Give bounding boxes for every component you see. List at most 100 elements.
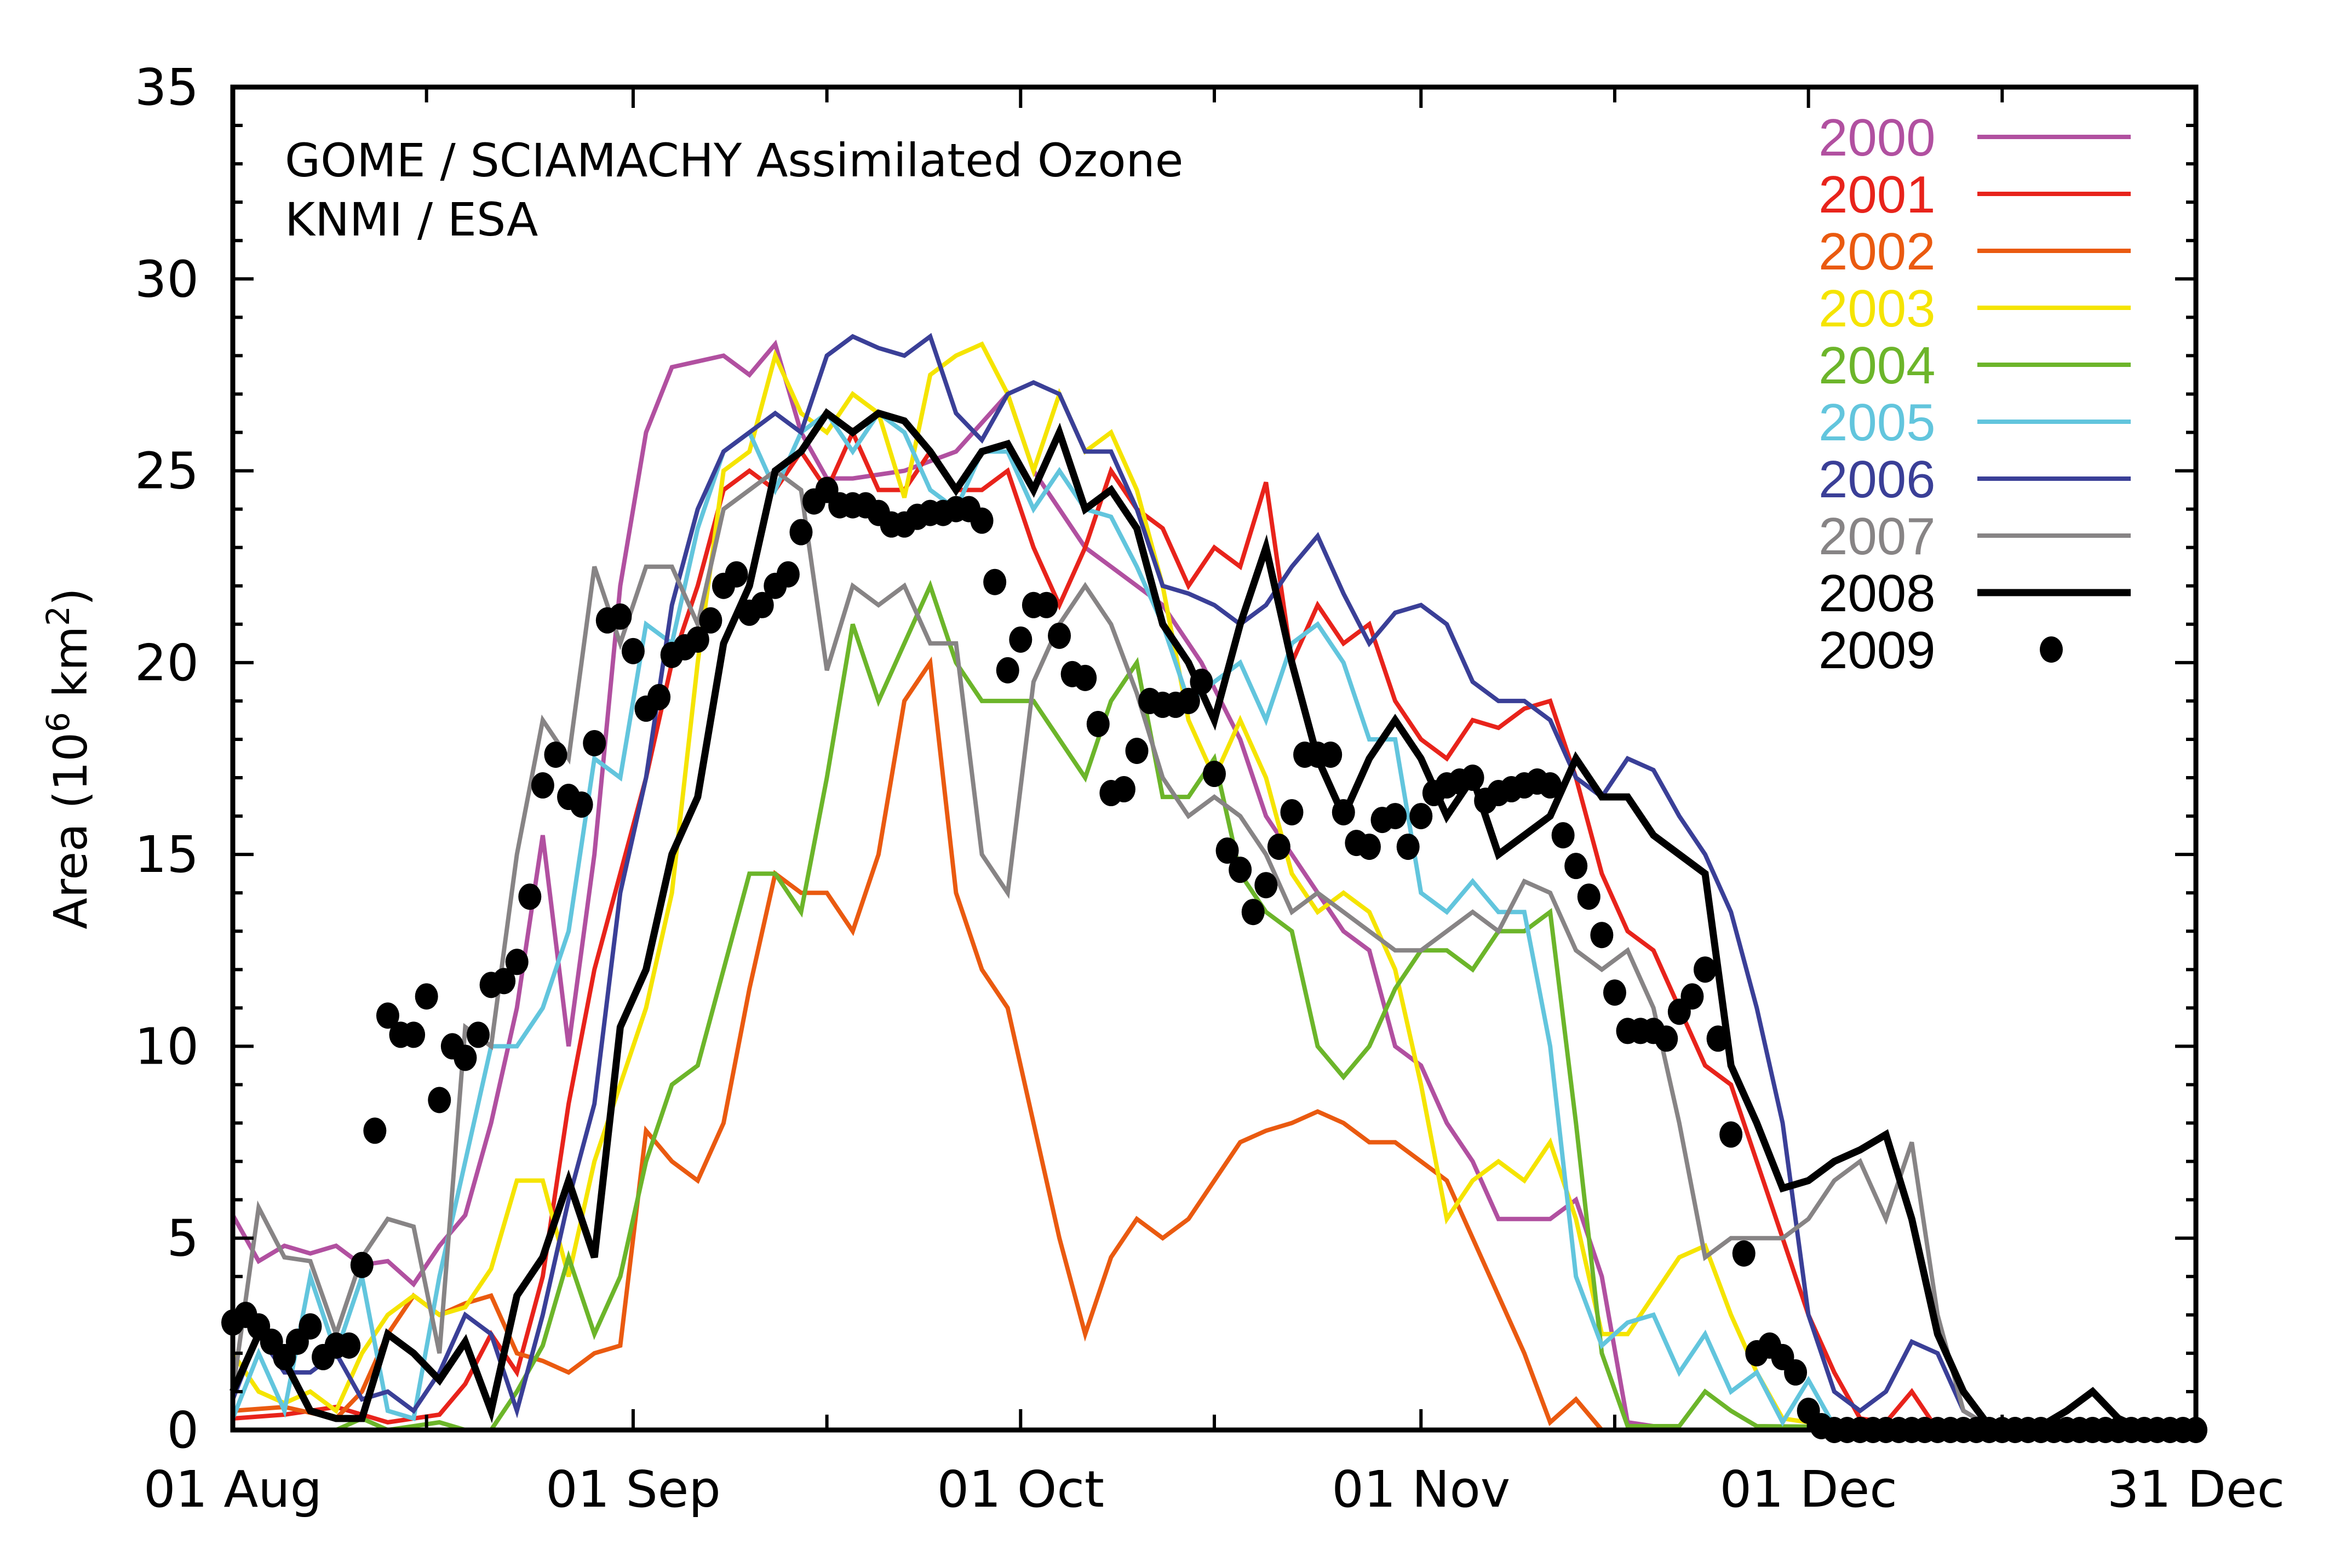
data-point-2009 (402, 1021, 426, 1048)
series-line-2006 (231, 332, 2196, 1432)
y-tick-label: 5 (167, 1209, 199, 1268)
x-tick-label: 01 Dec (1719, 1460, 1897, 1519)
data-point-2009 (725, 561, 748, 588)
series-line-2001 (232, 427, 2196, 1432)
data-point-2009 (337, 1332, 361, 1359)
data-point-2009 (376, 1002, 399, 1029)
y-tick-label: 35 (135, 58, 199, 117)
data-point-2009 (1655, 1025, 1678, 1052)
data-point-2009 (647, 684, 671, 710)
data-point-2009 (1112, 776, 1135, 803)
data-point-2009 (1551, 822, 1575, 849)
legend-label: 2006 (1819, 450, 1936, 509)
series-2001 (232, 427, 2196, 1432)
series-2007 (231, 468, 2196, 1432)
series-2004 (233, 579, 2196, 1433)
data-point-2009 (609, 603, 632, 630)
legend-label: 2008 (1819, 564, 1936, 623)
x-tick-label: 01 Aug (144, 1460, 322, 1519)
data-point-2009 (454, 1044, 477, 1071)
data-point-2009 (789, 519, 813, 545)
data-point-2009 (531, 772, 554, 799)
y-axis-title-suffix: ) (44, 588, 97, 606)
series-2006 (231, 332, 2196, 1432)
data-point-2009 (1603, 979, 1626, 1006)
data-point-2009 (1577, 883, 1601, 910)
data-point-2009 (492, 968, 516, 995)
data-point-2009 (1732, 1240, 1756, 1267)
legend-item-2009: 2009 (1819, 621, 2063, 680)
data-point-2009 (1203, 761, 1226, 788)
data-point-2009 (1539, 772, 1562, 799)
series-line-2007 (231, 468, 2196, 1432)
data-point-2009 (1706, 1025, 1730, 1052)
series-layer (221, 332, 2207, 1443)
legend-item-2003: 2003 (1819, 279, 2131, 338)
data-point-2009 (415, 983, 438, 1010)
data-point-2009 (1086, 710, 1110, 737)
data-point-2009 (350, 1251, 374, 1278)
data-point-2009 (983, 568, 1007, 595)
data-point-2009 (505, 949, 529, 975)
legend-label: 2000 (1819, 108, 1936, 167)
data-point-2009 (363, 1117, 387, 1144)
data-point-2009 (1332, 799, 1355, 826)
series-2005 (231, 410, 2196, 1432)
legend-item-2007: 2007 (1819, 507, 2131, 566)
data-point-2009 (428, 1087, 451, 1113)
data-point-2009 (467, 1021, 490, 1048)
data-point-2009 (1590, 922, 1614, 949)
legend-label: 2007 (1819, 507, 1936, 566)
data-point-2009 (1280, 799, 1304, 826)
legend-item-2005: 2005 (1819, 393, 2131, 452)
y-axis-title-mid: km (44, 626, 97, 712)
legend-item-2000: 2000 (1819, 108, 2131, 167)
data-point-2009 (1267, 834, 1290, 860)
y-tick-label: 10 (135, 1017, 199, 1076)
data-point-2009 (583, 730, 606, 756)
data-point-2009 (1229, 857, 1252, 883)
data-point-2009 (1719, 1121, 1743, 1148)
data-point-2009 (1048, 622, 1071, 649)
data-point-2009 (621, 637, 645, 664)
y-tick-label: 15 (135, 825, 199, 884)
data-point-2009 (970, 507, 994, 534)
data-point-2009 (544, 741, 567, 768)
data-point-2009 (996, 657, 1019, 684)
data-point-2009 (570, 791, 593, 818)
data-point-2009 (776, 561, 800, 588)
data-point-2009 (699, 607, 722, 634)
y-axis-title-sup1: 6 (39, 712, 77, 732)
legend-item-2008: 2008 (1819, 564, 2131, 623)
data-point-2009 (1396, 834, 1420, 860)
y-axis-ticks: 0 5 10 15 20 25 30 35 (135, 58, 2196, 1460)
data-point-2009 (1461, 765, 1484, 791)
data-point-2009 (1357, 834, 1381, 860)
annotation-line-2: KNMI / ESA (285, 193, 538, 246)
data-point-2009 (1254, 872, 1278, 899)
legend-item-2001: 2001 (1819, 165, 2131, 224)
data-point-2009 (1680, 983, 1704, 1010)
data-point-2009 (1074, 664, 1097, 691)
x-tick-label: 01 Oct (937, 1460, 1104, 1519)
x-axis-ticks: 01 Aug 01 Sep 01 Oct 01 Nov 01 Dec 31 Dec (144, 87, 2285, 1519)
legend-marker (2040, 636, 2063, 663)
legend-item-2004: 2004 (1819, 336, 2131, 395)
x-tick-label: 01 Nov (1332, 1460, 1510, 1519)
legend-item-2002: 2002 (1819, 222, 2131, 281)
data-point-2009 (686, 626, 709, 653)
legend-label: 2003 (1819, 279, 1936, 338)
y-tick-label: 0 (167, 1401, 199, 1460)
legend-label: 2005 (1819, 393, 1936, 452)
annotation: GOME / SCIAMACHY Assimilated Ozone KNMI … (285, 134, 1183, 246)
annotation-line-1: GOME / SCIAMACHY Assimilated Ozone (285, 134, 1183, 187)
series-line-2005 (231, 410, 2196, 1432)
series-line-2004 (233, 579, 2196, 1433)
data-point-2009 (750, 591, 774, 618)
series-2008 (230, 408, 2196, 1434)
y-tick-label: 30 (135, 250, 199, 308)
data-point-2009 (1564, 853, 1588, 880)
data-point-2009 (1319, 741, 1343, 768)
